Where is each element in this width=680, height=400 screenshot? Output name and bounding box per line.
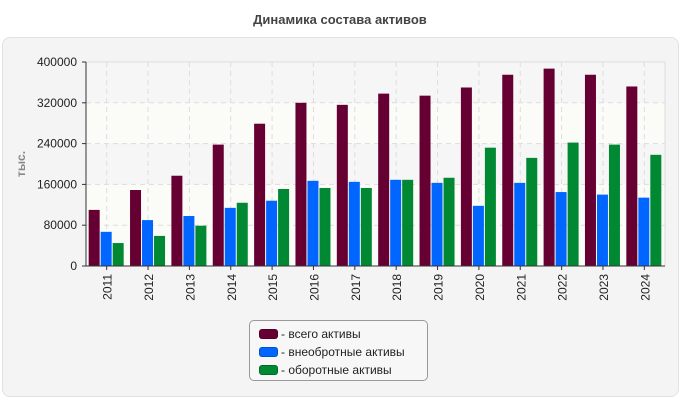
bar-total: [88, 209, 100, 266]
legend-item-total[interactable]: - всего активы: [259, 325, 427, 343]
bar-current: [112, 243, 124, 266]
bar-total: [212, 144, 224, 266]
bar-current: [402, 179, 414, 266]
bar-noncurrent: [266, 200, 278, 266]
bar-current: [650, 154, 662, 266]
x-tick-label: 2015: [266, 274, 280, 301]
plot-band: [86, 62, 665, 103]
y-tick-label: 160000: [37, 177, 77, 191]
bar-current: [484, 147, 496, 266]
x-tick-label: 2023: [597, 274, 611, 301]
x-tick-label: 2017: [349, 274, 363, 301]
bar-noncurrent: [638, 197, 650, 266]
bar-current: [319, 187, 331, 266]
bar-total: [130, 190, 142, 266]
x-tick-label: 2024: [638, 274, 652, 301]
x-tick-label: 2011: [101, 274, 115, 300]
y-tick-label: 0: [70, 259, 77, 273]
x-tick-label: 2012: [142, 274, 156, 301]
bar-noncurrent: [514, 182, 526, 266]
bar-noncurrent: [348, 181, 360, 266]
y-tick-label: 320000: [37, 96, 77, 110]
bar-current: [154, 235, 166, 266]
x-tick-label: 2021: [514, 274, 528, 301]
bar-current: [443, 177, 455, 266]
bar-total: [419, 95, 431, 266]
bar-noncurrent: [142, 220, 154, 266]
bar-current: [278, 188, 290, 266]
legend-item-current[interactable]: - оборотные активы: [259, 361, 427, 379]
bar-total: [378, 93, 390, 267]
x-tick-label: 2022: [556, 274, 570, 301]
legend-swatch: [259, 365, 278, 375]
bar-current: [526, 157, 538, 266]
legend-swatch: [259, 347, 278, 357]
legend-swatch: [259, 329, 278, 339]
bar-noncurrent: [472, 205, 484, 266]
legend-label: - всего активы: [281, 327, 361, 341]
x-tick-label: 2019: [432, 274, 446, 301]
bar-total: [336, 104, 348, 266]
x-tick-label: 2013: [183, 274, 197, 301]
y-tick-label: 240000: [37, 137, 77, 151]
x-tick-label: 2016: [307, 274, 321, 301]
legend-label: - внеобротные активы: [281, 345, 405, 359]
y-axis-label: тыс.: [14, 151, 28, 177]
bar-total: [460, 87, 472, 266]
legend: - всего активы - внеобротные активы - об…: [249, 320, 428, 381]
y-tick-label: 400000: [37, 55, 77, 69]
x-tick-label: 2020: [473, 274, 487, 301]
bar-total: [626, 86, 638, 266]
chart-title: Динамика состава активов: [253, 12, 427, 27]
x-tick-label: 2014: [225, 274, 239, 301]
bar-noncurrent: [307, 180, 319, 266]
bar-total: [584, 74, 596, 266]
x-tick-label: 2018: [390, 274, 404, 301]
bar-noncurrent: [100, 231, 112, 266]
bar-total: [254, 123, 266, 267]
bar-noncurrent: [431, 182, 443, 266]
bar-noncurrent: [555, 192, 567, 266]
bar-total: [171, 175, 183, 266]
bar-total: [295, 102, 307, 266]
legend-label: - оборотные активы: [281, 363, 392, 377]
bar-total: [543, 68, 555, 266]
bar-current: [567, 142, 579, 266]
bar-current: [195, 225, 207, 266]
bar-noncurrent: [183, 216, 195, 266]
y-tick-label: 80000: [44, 218, 78, 232]
bar-current: [236, 202, 248, 266]
legend-item-noncurrent[interactable]: - внеобротные активы: [259, 343, 427, 361]
bar-noncurrent: [596, 194, 608, 266]
bar-current: [608, 144, 620, 266]
bar-noncurrent: [224, 207, 236, 266]
bar-total: [502, 74, 514, 266]
bar-current: [360, 187, 372, 266]
bar-noncurrent: [390, 179, 402, 266]
